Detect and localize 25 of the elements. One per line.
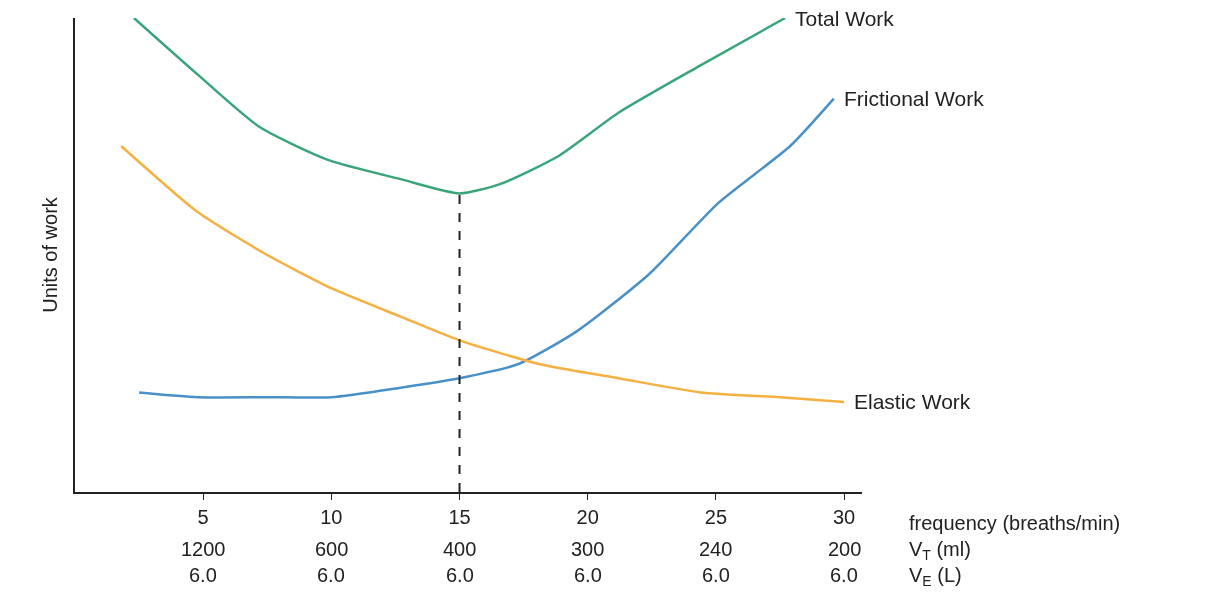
x-tick-label: 25	[704, 506, 728, 528]
text: 240	[699, 538, 733, 560]
x-tick-label: 15	[448, 506, 471, 528]
text: 6.0	[317, 564, 345, 586]
text: 600	[315, 538, 349, 560]
x-tick-label: 5	[197, 506, 209, 528]
x-tick-label: 10	[320, 506, 343, 528]
x-axis-title: frequency (breaths/min)	[909, 512, 1121, 534]
text: 6.0	[830, 564, 858, 586]
x-tick-label: 20	[576, 506, 599, 528]
text: 6.0	[574, 564, 602, 586]
series-label: Elastic Work	[854, 390, 971, 413]
text: V$_{E}$ (L)	[909, 564, 962, 590]
text: 400	[443, 538, 477, 560]
text: 6.0	[189, 564, 217, 586]
series-label: Frictional Work	[844, 87, 985, 110]
y-axis-title: Units of work	[39, 196, 61, 313]
text: 6.0	[702, 564, 730, 586]
text: 200	[828, 538, 862, 560]
series-label: Total Work	[795, 7, 895, 30]
text: 1200	[181, 538, 226, 560]
text: V$_{T}$ (ml)	[909, 538, 971, 564]
x-tick-label: 30	[832, 506, 856, 528]
text: 6.0	[446, 564, 474, 586]
text: 300	[571, 538, 605, 560]
